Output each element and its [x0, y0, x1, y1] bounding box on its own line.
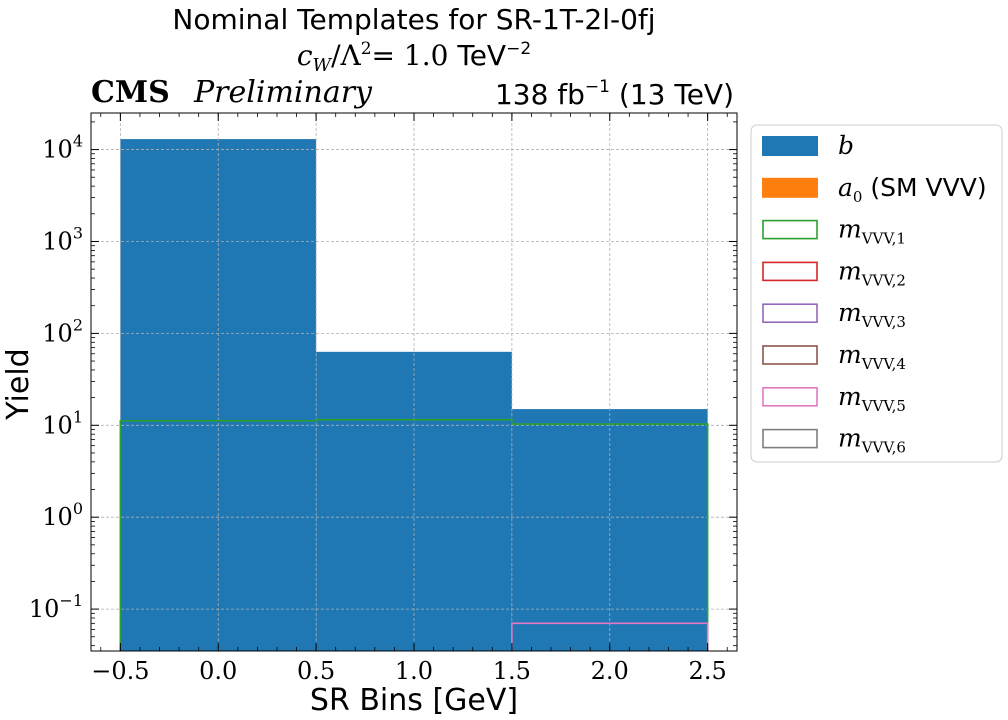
legend-entry-a-0-label: a0 (SM VVV) — [838, 173, 987, 206]
legend-entry-m-VVV,6-swatch — [762, 428, 818, 449]
x-tick-label-3: 1.0 — [395, 657, 433, 685]
bar-b-bin-1 — [316, 351, 512, 651]
legend-entry-m-VVV,4-label: mVVV,4 — [838, 340, 906, 373]
legend-entry-m-VVV,2-swatch — [762, 261, 818, 282]
y-tick-label-3: 102 — [42, 315, 83, 347]
legend-entry-m-VVV,1-swatch — [762, 219, 818, 240]
x-tick-label-4: 1.5 — [493, 657, 531, 685]
plot-area: −0.5 0.0 0.5 1.0 1.5 2.0 2.5 10−1 100 101 102 103 10… — [29, 112, 738, 685]
step-line-m-VVV,5 — [511, 622, 709, 651]
chart-subtitle: cW/Λ2= 1.0 TeV−2 — [297, 39, 531, 76]
y-tick-label-1: 100 — [42, 499, 83, 531]
legend-entry-m-VVV,2-label: mVVV,2 — [838, 256, 906, 289]
legend-box — [750, 124, 1003, 463]
chart-title: Nominal Templates for SR-1T-2l-0fj — [172, 3, 655, 36]
lumi-label: 138 fb−1 (13 TeV) — [495, 77, 734, 111]
legend: b a0 (SM VVV) mVVV,1 mVVV,2 mVVV,3 mVVV,4 mVVV… — [750, 124, 1003, 463]
y-tick-label-2: 101 — [42, 407, 83, 439]
x-axis-label: SR Bins [GeV] — [310, 683, 518, 718]
x-tick-label-1: 0.0 — [199, 657, 237, 685]
cms-label: CMS — [91, 75, 170, 110]
x-tick-label-0: −0.5 — [91, 657, 149, 685]
plot-clip-group — [91, 113, 737, 651]
legend-entry-m-VVV,5-swatch — [762, 386, 818, 407]
y-axis-label: Yield — [1, 348, 36, 420]
legend-entry-b-swatch — [762, 136, 818, 156]
step-line-m-VVV,1 — [119, 418, 709, 651]
x-tick-label-5: 2.0 — [591, 657, 629, 685]
x-tick-label-2: 0.5 — [297, 657, 335, 685]
legend-entry-m-VVV,1-label: mVVV,1 — [838, 215, 906, 248]
legend-entry-m-VVV,6-label: mVVV,6 — [838, 424, 906, 457]
legend-entry-m-VVV,4-swatch — [762, 345, 818, 365]
y-tick-label-5: 104 — [42, 132, 83, 164]
y-tick-label-0: 10−1 — [29, 591, 83, 623]
legend-entry-m-VVV,3-swatch — [762, 303, 818, 324]
legend-entry-m-VVV,5-label: mVVV,5 — [838, 382, 906, 415]
legend-entry-b-label: b — [838, 131, 854, 160]
cms-sublabel: Preliminary — [193, 75, 373, 110]
x-tick-label-6: 2.5 — [689, 657, 727, 685]
y-tick-label-4: 103 — [42, 223, 83, 255]
legend-entry-a-0-swatch — [762, 177, 818, 198]
legend-entry-m-VVV,3-label: mVVV,3 — [838, 298, 906, 331]
